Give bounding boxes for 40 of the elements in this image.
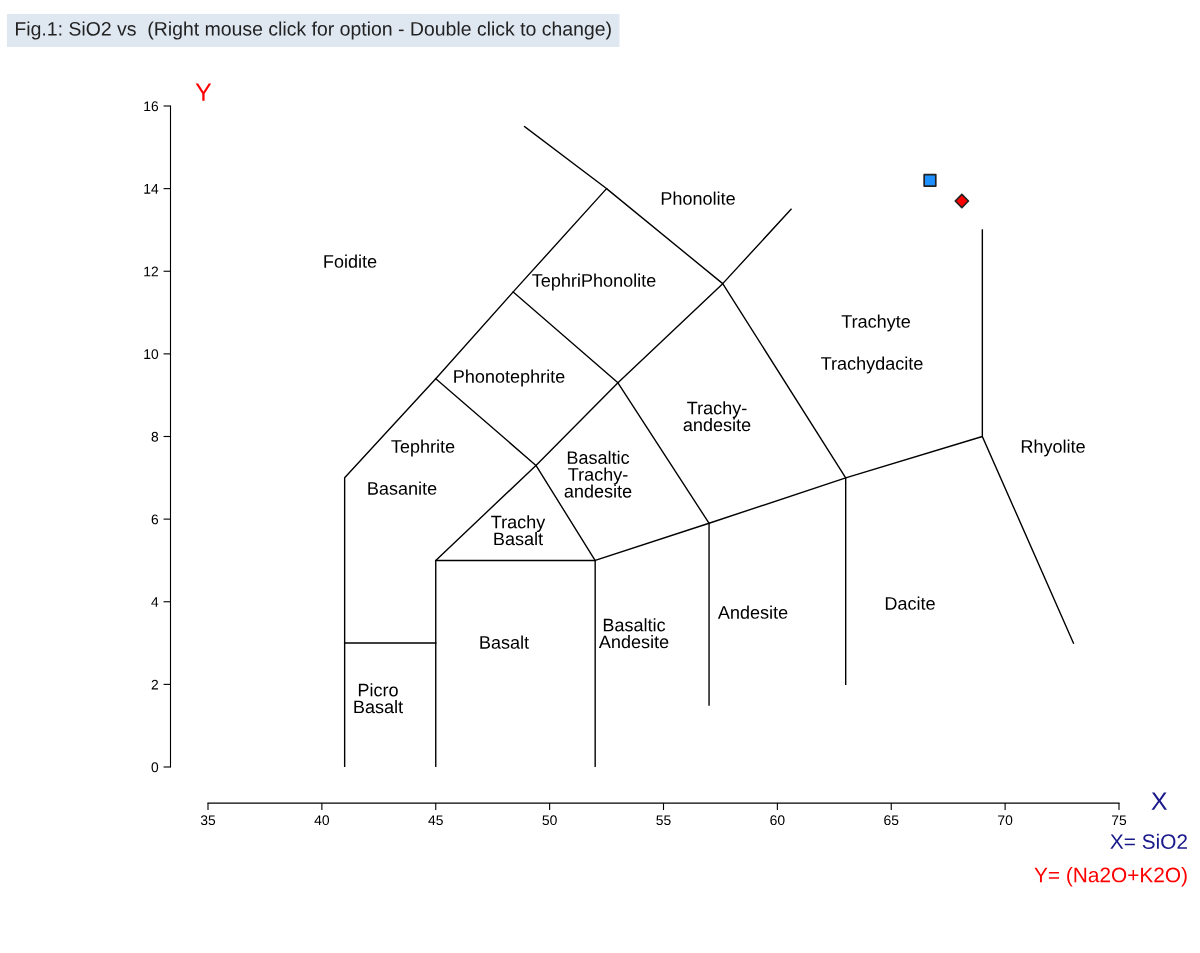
annotation: Basanite: [368, 481, 437, 495]
annotation: Basalt: [480, 635, 529, 649]
x-tick-label: 75: [1111, 815, 1127, 826]
x-tick-label: 70: [998, 815, 1013, 826]
text: X= SiO2: [1110, 833, 1187, 849]
y-tick-label: 10: [144, 349, 159, 360]
x-tick-label: 65: [884, 815, 899, 826]
annotation: Andesite: [717, 605, 788, 619]
annotation: Dacite: [885, 596, 935, 610]
y-tick-label: 14: [144, 184, 159, 194]
y-tick-label: 2: [151, 679, 158, 690]
annotation: Phonolite: [661, 191, 735, 205]
y-tick-label: 6: [151, 514, 159, 525]
annotation: Trachy- andesite: [683, 401, 751, 432]
x-tick-label: 50: [542, 815, 557, 826]
x-tick-label: 60: [770, 815, 785, 826]
chart-title: Fig.1: SiO2 vs (Right mouse click for option - Double click to change): [16, 21, 611, 40]
y-axis-title: Y: [195, 83, 212, 101]
x-tick-label: 40: [314, 815, 330, 826]
annotation: Basaltic Trachy- andesite: [564, 450, 632, 498]
annotation: Basaltic Andesite: [598, 618, 669, 649]
annotation: Tephrite: [391, 439, 455, 457]
y-tick-label: 12: [144, 266, 158, 277]
annotation: Foidite: [324, 254, 377, 268]
x-tick-label: 55: [656, 815, 671, 826]
annotation: Rhyolite: [1021, 439, 1085, 457]
y-tick-label: 4: [151, 597, 159, 607]
annotation: Phonotephrite: [454, 369, 565, 387]
y-tick-label: 0: [151, 762, 159, 773]
x-tick-label: 45: [428, 815, 443, 826]
x-tick-label: 35: [200, 815, 216, 826]
annotation: Picro Basalt: [354, 683, 403, 714]
text: Y= (Na2O+K2O): [1034, 867, 1187, 887]
y-tick-label: 8: [151, 431, 159, 442]
annotation: TephriPhonolite: [532, 273, 656, 291]
annotation: Trachy Basalt: [491, 515, 546, 546]
annotation: Trachyte: [841, 314, 910, 332]
x-axis-title: X: [1151, 792, 1168, 810]
y-tick-label: 16: [144, 101, 159, 112]
annotation: Trachydacite: [821, 356, 923, 374]
